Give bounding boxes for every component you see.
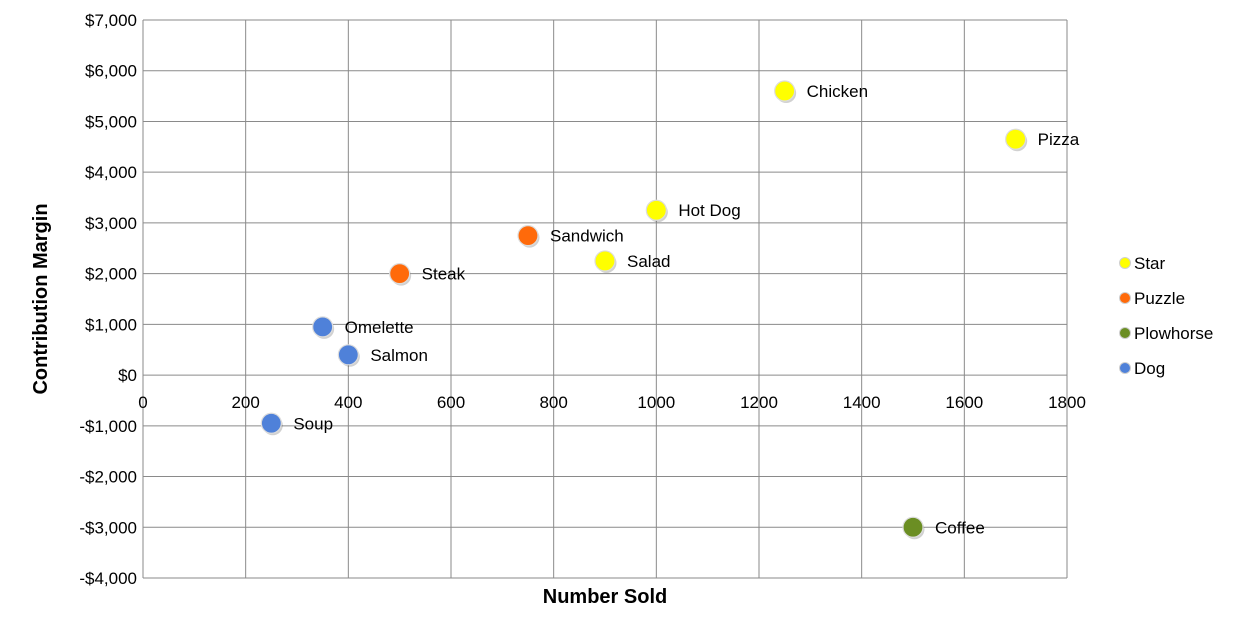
point-label: Omelette (345, 318, 414, 337)
y-axis-title: Contribution Margin (30, 203, 52, 394)
legend-marker (1119, 362, 1131, 374)
y-axis-ticks: $7,000 $6,000 $5,000 $4,000 $3,000 $2,000 $1,0… (79, 11, 137, 588)
legend-marker (1119, 257, 1131, 269)
point-label: Sandwich (550, 227, 624, 246)
y-tick-label: $6,000 (85, 62, 137, 81)
point-label: Hot Dog (678, 201, 740, 220)
legend-marker (1119, 327, 1131, 339)
y-tick-label: $2,000 (85, 265, 137, 284)
x-tick-label: 1200 (740, 393, 778, 412)
grid-lines (142, 19, 1068, 579)
y-tick-label: -$2,000 (79, 468, 137, 487)
x-axis-ticks: 0 200 400 600 800 1000 1200 1400 1600 1800 (138, 393, 1086, 412)
legend-marker (1119, 292, 1131, 304)
y-tick-label: $5,000 (85, 112, 137, 131)
point-label: Salad (627, 252, 670, 271)
x-tick-label: 1600 (945, 393, 983, 412)
point-label: Chicken (807, 82, 868, 101)
x-tick-label: 1800 (1048, 393, 1086, 412)
point-label: Pizza (1038, 130, 1080, 149)
y-tick-label: -$3,000 (79, 518, 137, 537)
point-label: Coffee (935, 518, 985, 537)
data-points (260, 80, 1028, 540)
y-tick-label: $4,000 (85, 163, 137, 182)
data-point (517, 224, 539, 247)
x-tick-label: 200 (231, 393, 259, 412)
y-tick-label: -$4,000 (79, 569, 137, 588)
data-point (594, 250, 616, 272)
point-label: Salmon (370, 346, 428, 365)
x-tick-label: 1400 (843, 393, 881, 412)
data-point (312, 316, 334, 338)
data-point (902, 516, 924, 538)
legend-label: Dog (1134, 359, 1165, 378)
x-axis-title: Number Sold (543, 586, 667, 608)
data-point (645, 199, 667, 221)
data-point (389, 263, 411, 285)
y-tick-label: $1,000 (85, 315, 137, 334)
y-tick-label: $7,000 (85, 11, 137, 30)
data-point (1005, 128, 1027, 150)
data-point (774, 80, 796, 102)
legend-label: Plowhorse (1134, 324, 1213, 343)
point-label: Soup (293, 414, 333, 433)
legend-label: Star (1134, 254, 1166, 273)
point-label: Steak (422, 265, 466, 284)
x-tick-label: 800 (539, 393, 567, 412)
data-point (337, 344, 359, 366)
x-tick-label: 0 (138, 393, 147, 412)
legend: Star Puzzle Plowhorse Dog (1119, 254, 1213, 378)
y-tick-label: -$1,000 (79, 417, 137, 436)
legend-label: Puzzle (1134, 289, 1185, 308)
x-tick-label: 600 (437, 393, 465, 412)
y-tick-label: $3,000 (85, 214, 137, 233)
x-tick-label: 400 (334, 393, 362, 412)
data-point (260, 412, 282, 434)
y-tick-label: $0 (118, 366, 137, 385)
x-tick-label: 1000 (637, 393, 675, 412)
